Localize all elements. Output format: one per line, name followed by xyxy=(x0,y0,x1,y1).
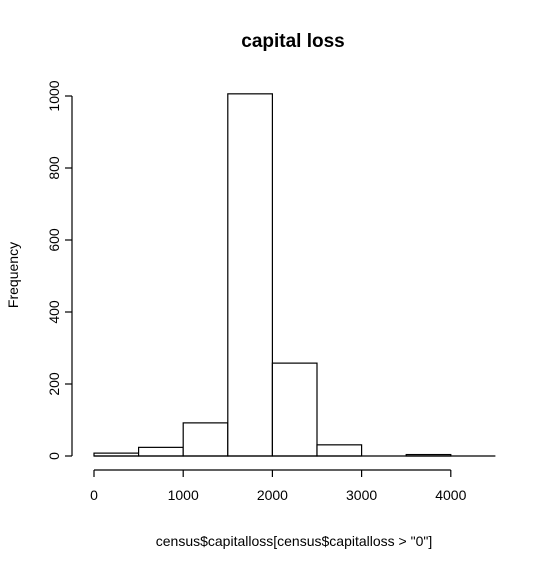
x-tick-label: 3000 xyxy=(346,487,377,503)
x-axis-label: census$capitalloss[census$capitalloss > … xyxy=(156,533,432,549)
x-tick-label: 2000 xyxy=(257,487,288,503)
x-tick-label: 4000 xyxy=(435,487,466,503)
x-axis: 0 1000 2000 3000 4000 xyxy=(90,469,467,503)
x-tick-label: 0 xyxy=(90,487,98,503)
histogram-bar xyxy=(227,93,274,457)
y-tick-label: 0 xyxy=(46,452,62,460)
y-tick-label: 1000 xyxy=(46,80,62,111)
y-axis-label: Frequency xyxy=(5,242,21,308)
bars-group xyxy=(93,93,496,457)
histogram-bar xyxy=(271,362,318,457)
y-tick-label: 800 xyxy=(46,156,62,180)
histogram-bar xyxy=(316,444,363,457)
y-tick-label: 200 xyxy=(46,372,62,396)
histogram-bar xyxy=(138,446,184,457)
y-axis: 0 200 400 600 800 1000 xyxy=(46,80,73,460)
y-tick-label: 600 xyxy=(46,228,62,252)
chart-title: capital loss xyxy=(241,31,345,52)
histogram-bar xyxy=(182,422,229,457)
x-tick-label: 1000 xyxy=(168,487,199,503)
y-tick-label: 400 xyxy=(46,300,62,324)
